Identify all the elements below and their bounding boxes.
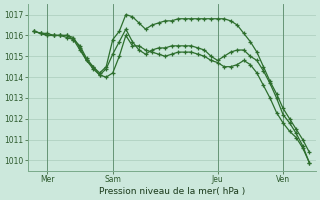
X-axis label: Pression niveau de la mer( hPa ): Pression niveau de la mer( hPa )	[99, 187, 245, 196]
